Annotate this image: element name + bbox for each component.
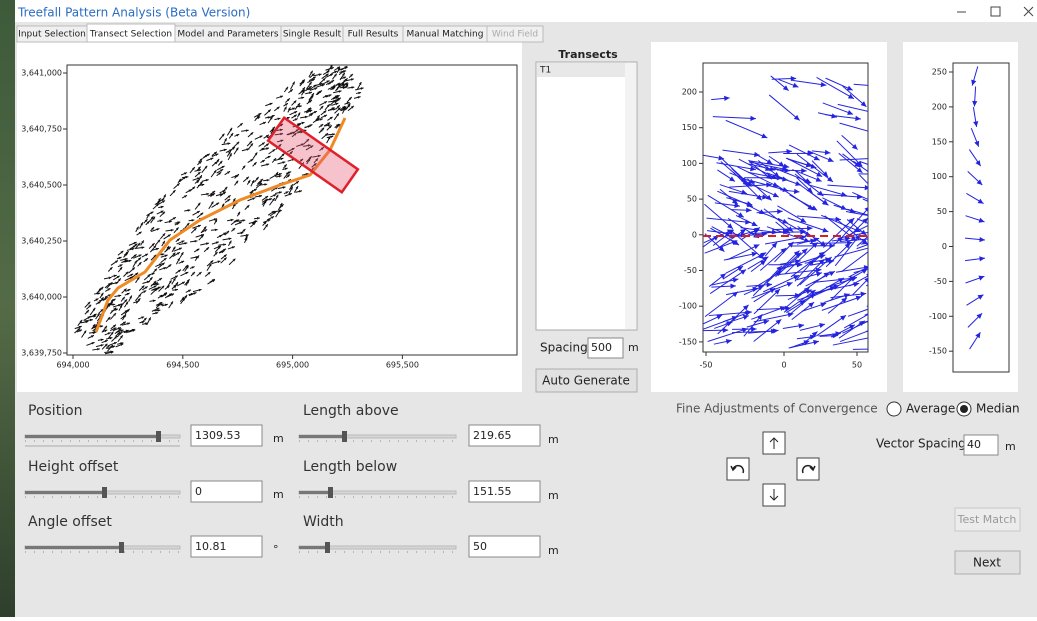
auto-generate-label: Auto Generate	[542, 374, 630, 388]
x-tick-label: 694,000	[56, 361, 89, 370]
slider-thumb[interactable]	[156, 431, 161, 442]
vector-spacing-value: 40	[967, 438, 981, 451]
transect-list[interactable]	[536, 62, 637, 330]
y-tick-label: 200	[682, 88, 697, 97]
param-label: Length above	[303, 403, 399, 419]
y-tick-label: -150	[929, 347, 947, 356]
x-tick-label: 50	[852, 361, 862, 370]
tab-label: Single Result	[283, 30, 342, 40]
map-plot-panel	[17, 42, 522, 392]
slider-thumb[interactable]	[119, 542, 124, 553]
y-tick-label: 3,640,250	[21, 237, 62, 246]
test-match-label: Test Match	[957, 513, 1017, 526]
param-value: 151.55	[473, 485, 512, 498]
list-item-selected[interactable]	[537, 63, 636, 77]
tab-label: Input Selection	[18, 30, 86, 40]
param-unit: m	[548, 544, 559, 557]
param-label: Width	[303, 514, 344, 530]
slider-thumb[interactable]	[325, 542, 330, 553]
desktop-strip	[0, 0, 15, 617]
y-tick-label: -50	[934, 277, 947, 286]
y-tick-label: 50	[937, 207, 947, 216]
param-label: Height offset	[28, 459, 119, 475]
slider-fill	[299, 546, 327, 549]
x-tick-label: 695,000	[276, 361, 309, 370]
radio-average[interactable]	[887, 402, 901, 416]
nudge-up[interactable]	[763, 432, 785, 454]
param-label: Position	[28, 403, 83, 419]
list-scrollbar[interactable]	[625, 63, 636, 329]
param-value: 50	[473, 540, 487, 553]
param-value: 219.65	[473, 429, 512, 442]
y-tick-label: -50	[684, 266, 697, 275]
y-tick-label: 150	[932, 137, 947, 146]
list-item: T1	[539, 66, 551, 76]
slider-fill	[25, 435, 158, 438]
next-label: Next	[973, 556, 1001, 570]
tab-label: Manual Matching	[407, 30, 484, 40]
tab-label: Model and Parameters	[177, 30, 278, 40]
y-tick-label: -150	[679, 337, 697, 346]
param-value: 1309.53	[195, 429, 241, 442]
y-tick-label: 3,640,000	[21, 293, 62, 302]
list-title: Transects	[558, 48, 618, 61]
param-unit: °	[273, 543, 279, 556]
slider-fill	[299, 435, 344, 438]
param-unit: m	[548, 433, 559, 446]
y-tick-label: 3,639,750	[21, 349, 62, 358]
rotate-right[interactable]	[797, 458, 819, 480]
spacing-value: 500	[591, 341, 612, 354]
param-value: 0	[195, 485, 202, 498]
param-unit: m	[273, 432, 284, 445]
radio-median-dot	[960, 405, 968, 413]
tab-label: Wind Field	[492, 30, 538, 40]
y-tick-label: 200	[932, 102, 947, 111]
y-tick-label: 0	[692, 230, 697, 239]
spacing-unit: m	[628, 341, 639, 354]
vector-spacing-unit: m	[1005, 440, 1016, 453]
x-tick-label: 694,500	[166, 361, 199, 370]
radio-label: Average	[906, 402, 955, 416]
vector-plot-panel	[903, 42, 1018, 392]
y-tick-label: -100	[929, 312, 947, 321]
x-tick-label: 695,500	[386, 361, 419, 370]
y-tick-label: 0	[942, 242, 947, 251]
param-label: Angle offset	[28, 514, 112, 530]
slider-fill	[25, 491, 104, 494]
y-tick-label: 100	[682, 159, 697, 168]
slider-thumb[interactable]	[342, 431, 347, 442]
window-title: Treefall Pattern Analysis (Beta Version)	[17, 6, 250, 20]
convergence-title: Fine Adjustments of Convergence	[676, 402, 878, 416]
radio-label: Median	[976, 402, 1020, 416]
y-tick-label: -100	[679, 302, 697, 311]
slider-thumb[interactable]	[328, 487, 333, 498]
param-unit: m	[548, 489, 559, 502]
y-tick-label: 150	[682, 123, 697, 132]
y-tick-label: 3,640,500	[21, 181, 62, 190]
x-tick-label: -50	[699, 361, 712, 370]
y-tick-label: 50	[687, 195, 697, 204]
param-unit: m	[273, 488, 284, 501]
slider-fill	[25, 546, 121, 549]
y-tick-label: 3,640,750	[21, 125, 62, 134]
slider-thumb[interactable]	[102, 487, 107, 498]
app-window: Treefall Pattern Analysis (Beta Version)…	[0, 0, 1037, 617]
param-value: 10.81	[195, 540, 227, 553]
rotate-left[interactable]	[727, 458, 749, 480]
y-tick-label: 100	[932, 172, 947, 181]
y-tick-label: 250	[932, 68, 947, 77]
nudge-down[interactable]	[763, 484, 785, 506]
tab-label: Transect Selection	[89, 30, 172, 40]
tab-label: Full Results	[348, 30, 399, 40]
vector-spacing-label: Vector Spacing	[876, 437, 966, 451]
spacing-label: Spacing	[540, 341, 588, 355]
y-tick-label: 3,641,000	[21, 69, 62, 78]
slider-fill	[299, 491, 330, 494]
x-tick-label: 0	[781, 361, 786, 370]
param-label: Length below	[303, 459, 397, 475]
